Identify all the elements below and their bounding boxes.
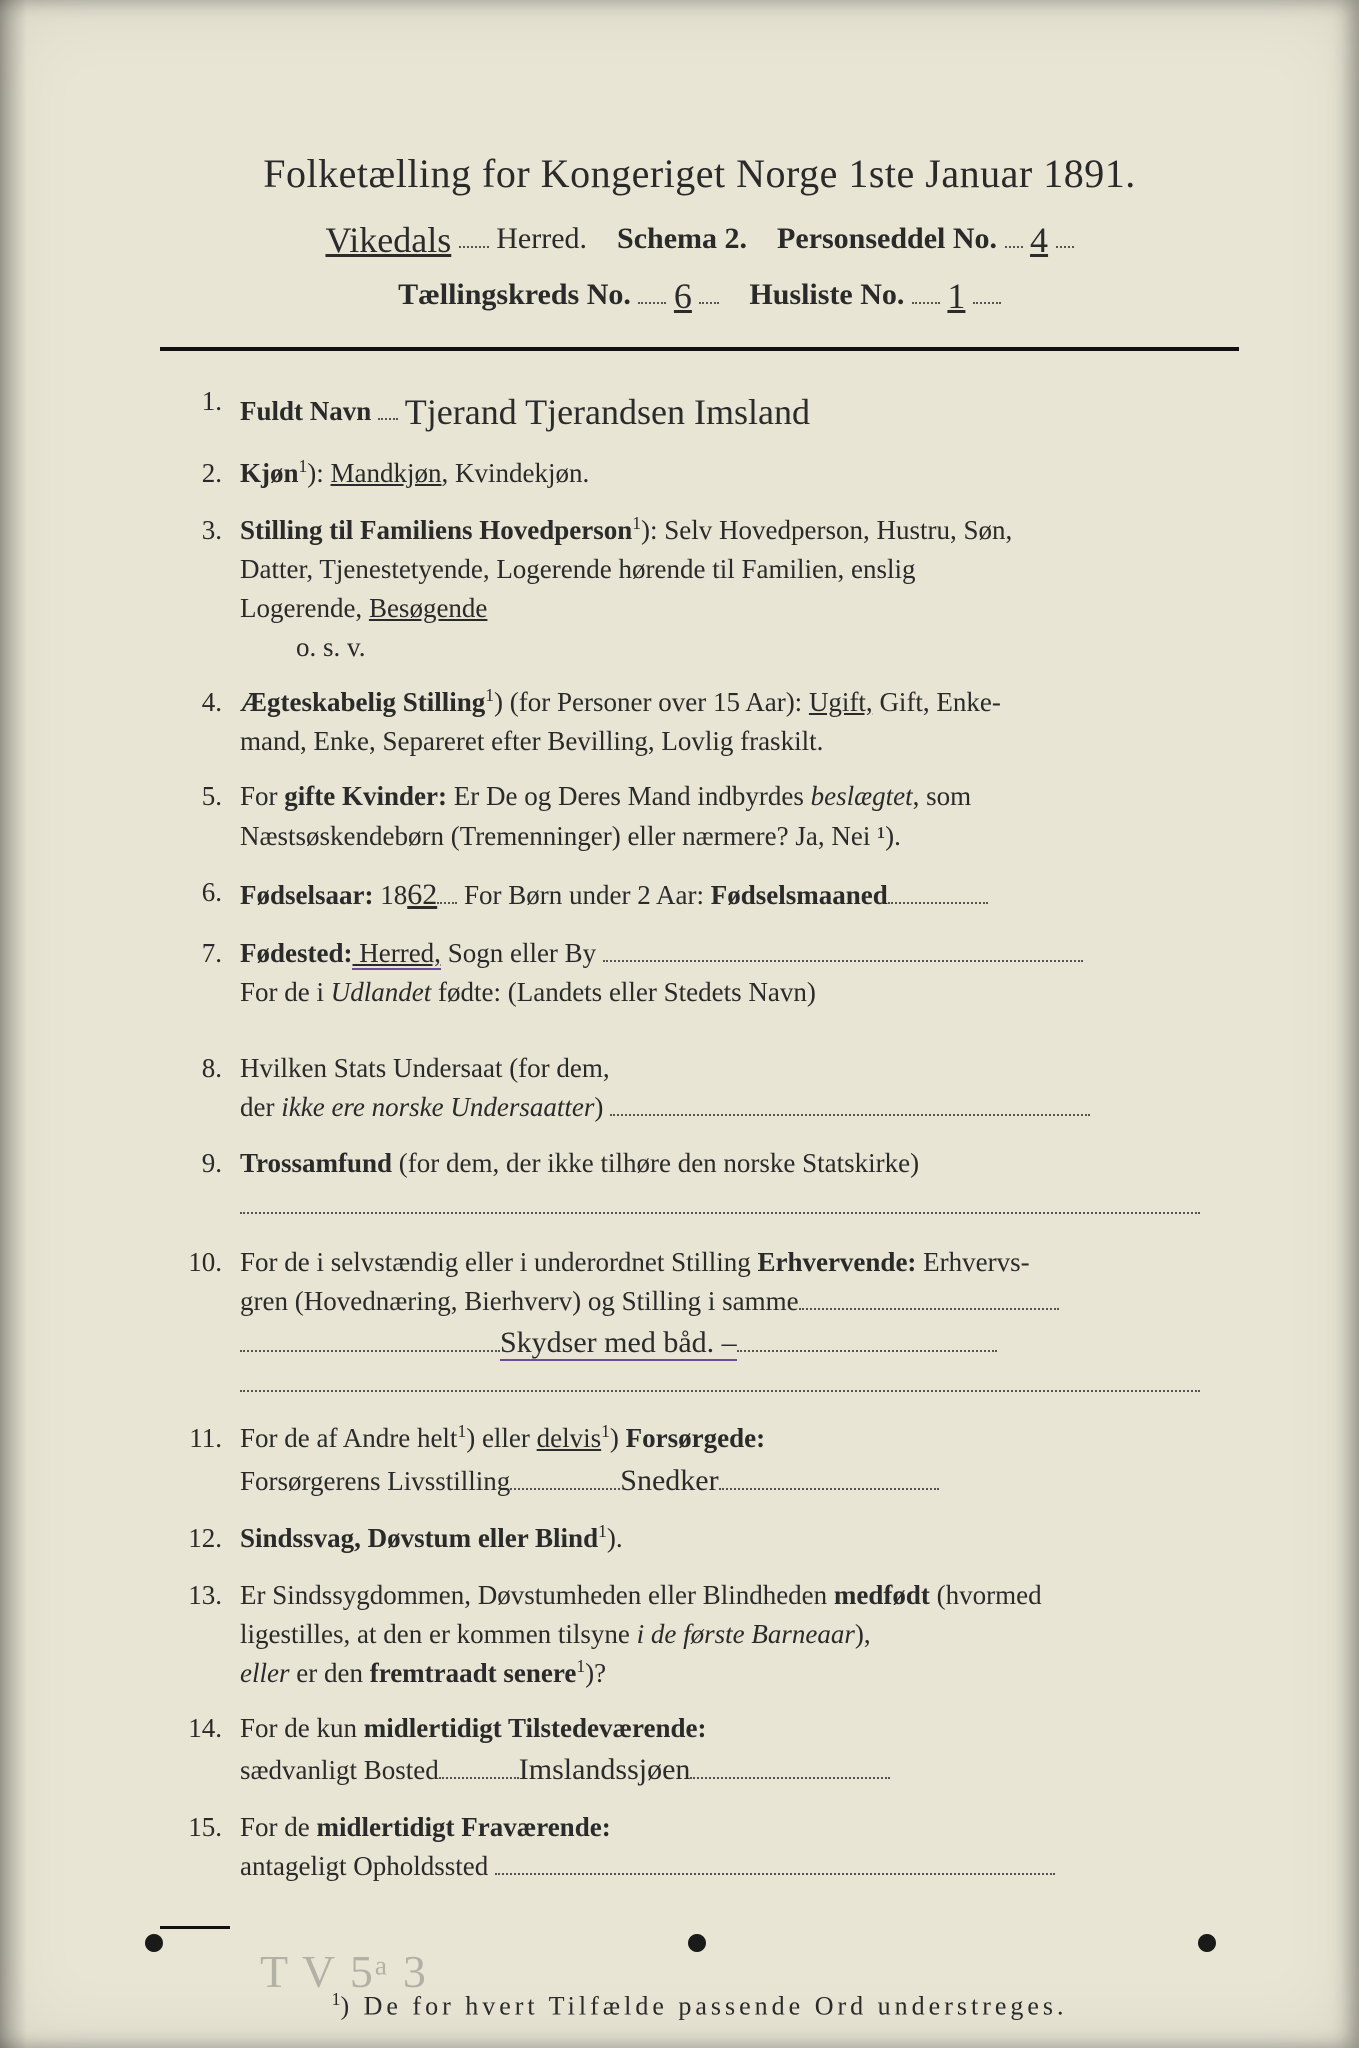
short-rule bbox=[160, 1926, 230, 1929]
item-number: 2. bbox=[160, 453, 240, 495]
item-7-label: Fødested: bbox=[240, 938, 352, 968]
item-1: 1. Fuldt Navn Tjerand Tjerandsen Imsland bbox=[160, 381, 1239, 437]
item-3-besogende: Besøgende bbox=[369, 593, 487, 623]
item-1-label: Fuldt Navn bbox=[240, 396, 371, 426]
item-2-mandkjon: Mandkjøn bbox=[331, 458, 442, 488]
item-number: 5. bbox=[160, 777, 240, 855]
item-8: 8. Hvilken Stats Undersaat (for dem, der… bbox=[160, 1049, 1239, 1127]
item-2: 2. Kjøn1): Mandkjøn, Kvindekjøn. bbox=[160, 453, 1239, 495]
item-number: 3. bbox=[160, 511, 240, 668]
item-2-kvindekjon: , Kvindekjøn. bbox=[442, 458, 590, 488]
census-form-page: Folketælling for Kongeriget Norge 1ste J… bbox=[0, 0, 1359, 2048]
item-9: 9. Trossamfund (for dem, der ikke tilhør… bbox=[160, 1143, 1239, 1227]
item-10-occupation-handwritten: Skydser med båd. – bbox=[500, 1326, 737, 1361]
personseddel-label: Personseddel No. bbox=[777, 222, 997, 255]
item-14-residence-handwritten: Imslandssjøen bbox=[519, 1753, 691, 1786]
item-number: 11. bbox=[160, 1419, 240, 1502]
form-items: 1. Fuldt Navn Tjerand Tjerandsen Imsland… bbox=[160, 381, 1239, 1886]
item-4-ugift: Ugift, bbox=[809, 687, 873, 717]
item-15: 15. For de midlertidigt Fraværende: anta… bbox=[160, 1808, 1239, 1886]
item-4-label: Ægteskabelig Stilling bbox=[240, 687, 485, 717]
item-number: 15. bbox=[160, 1808, 240, 1886]
item-number: 14. bbox=[160, 1709, 240, 1792]
item-2-label: Kjøn bbox=[240, 458, 299, 488]
herred-name-handwritten: Vikedals bbox=[325, 220, 451, 260]
page-title: Folketælling for Kongeriget Norge 1ste J… bbox=[160, 150, 1239, 197]
item-11: 11. For de af Andre helt1) eller delvis1… bbox=[160, 1419, 1239, 1502]
item-number: 6. bbox=[160, 872, 240, 919]
husliste-no-handwritten: 1 bbox=[947, 276, 965, 316]
hole-punch bbox=[688, 1934, 706, 1952]
item-12: 12. Sindssvag, Døvstum eller Blind1). bbox=[160, 1518, 1239, 1560]
item-12-label: Sindssvag, Døvstum eller Blind bbox=[240, 1523, 598, 1553]
item-9-label: Trossamfund bbox=[240, 1148, 392, 1178]
item-11-provider-handwritten: Snedker bbox=[620, 1464, 718, 1497]
item-7-herred: Herred, bbox=[352, 938, 440, 970]
hole-punch bbox=[1198, 1934, 1216, 1952]
item-number: 8. bbox=[160, 1049, 240, 1127]
item-6-year-handwritten: 62 bbox=[407, 878, 437, 911]
item-number: 13. bbox=[160, 1576, 240, 1693]
item-number: 4. bbox=[160, 683, 240, 761]
item-1-name-handwritten: Tjerand Tjerandsen Imsland bbox=[405, 392, 810, 432]
item-number: 9. bbox=[160, 1143, 240, 1227]
item-3: 3. Stilling til Familiens Hovedperson1):… bbox=[160, 511, 1239, 668]
item-number: 7. bbox=[160, 934, 240, 1012]
herred-label: Herred. bbox=[496, 222, 587, 255]
item-10: 10. For de i selvstændig eller i underor… bbox=[160, 1243, 1239, 1404]
item-11-delvis: delvis bbox=[537, 1423, 602, 1453]
item-7: 7. Fødested: Herred, Sogn eller By For d… bbox=[160, 934, 1239, 1012]
item-number: 12. bbox=[160, 1518, 240, 1560]
item-6-label: Fødselsaar: bbox=[240, 880, 373, 910]
item-4: 4. Ægteskabelig Stilling1) (for Personer… bbox=[160, 683, 1239, 761]
item-number: 10. bbox=[160, 1243, 240, 1404]
item-number: 1. bbox=[160, 381, 240, 437]
pencil-annotation: T V 5ᵃ 3 bbox=[260, 1945, 428, 1998]
header-line-2: Tællingskreds No. 6 Husliste No. 1 bbox=[160, 271, 1239, 313]
kreds-label: Tællingskreds No. bbox=[398, 278, 631, 311]
item-5: 5. For gifte Kvinder: Er De og Deres Man… bbox=[160, 777, 1239, 855]
kreds-no-handwritten: 6 bbox=[674, 276, 692, 316]
schema-label: Schema 2. bbox=[617, 222, 747, 255]
item-13: 13. Er Sindssygdommen, Døvstumheden elle… bbox=[160, 1576, 1239, 1693]
header-line-1: Vikedals Herred. Schema 2. Personseddel … bbox=[160, 215, 1239, 257]
item-14: 14. For de kun midlertidigt Tilstedevære… bbox=[160, 1709, 1239, 1792]
item-3-label: Stilling til Familiens Hovedperson bbox=[240, 515, 632, 545]
header-rule bbox=[160, 347, 1239, 351]
personseddel-no-handwritten: 4 bbox=[1030, 220, 1048, 260]
husliste-label: Husliste No. bbox=[749, 278, 904, 311]
hole-punch bbox=[145, 1934, 163, 1952]
item-6: 6. Fødselsaar: 1862 For Børn under 2 Aar… bbox=[160, 872, 1239, 919]
